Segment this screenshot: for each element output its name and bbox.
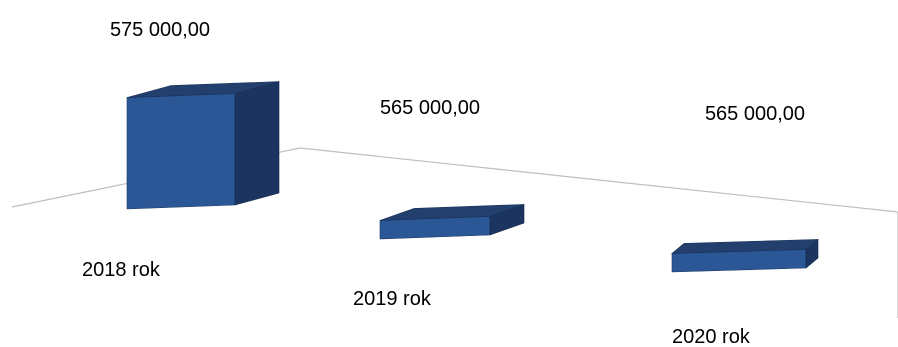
value-label: 575 000,00	[110, 19, 210, 41]
value-labels-group: 575 000,00 565 000,00 565 000,00	[110, 19, 805, 125]
value-label: 565 000,00	[380, 97, 480, 119]
bar-1	[126, 81, 280, 210]
bars-group	[126, 81, 819, 273]
value-label: 565 000,00	[705, 103, 805, 125]
bar-top-face	[671, 239, 819, 254]
bar-top-face	[379, 204, 525, 221]
category-label: 2020 rok	[672, 326, 751, 347]
category-labels-group: 2018 rok 2019 rok 2020 rok	[82, 259, 751, 347]
bar-top-face	[126, 81, 280, 98]
category-label: 2019 rok	[353, 288, 432, 310]
bar-front-face	[126, 93, 236, 210]
bar-3	[671, 238, 819, 273]
category-label: 2018 rok	[82, 259, 161, 281]
bar-2	[379, 204, 525, 240]
bar-side-face	[234, 81, 280, 206]
